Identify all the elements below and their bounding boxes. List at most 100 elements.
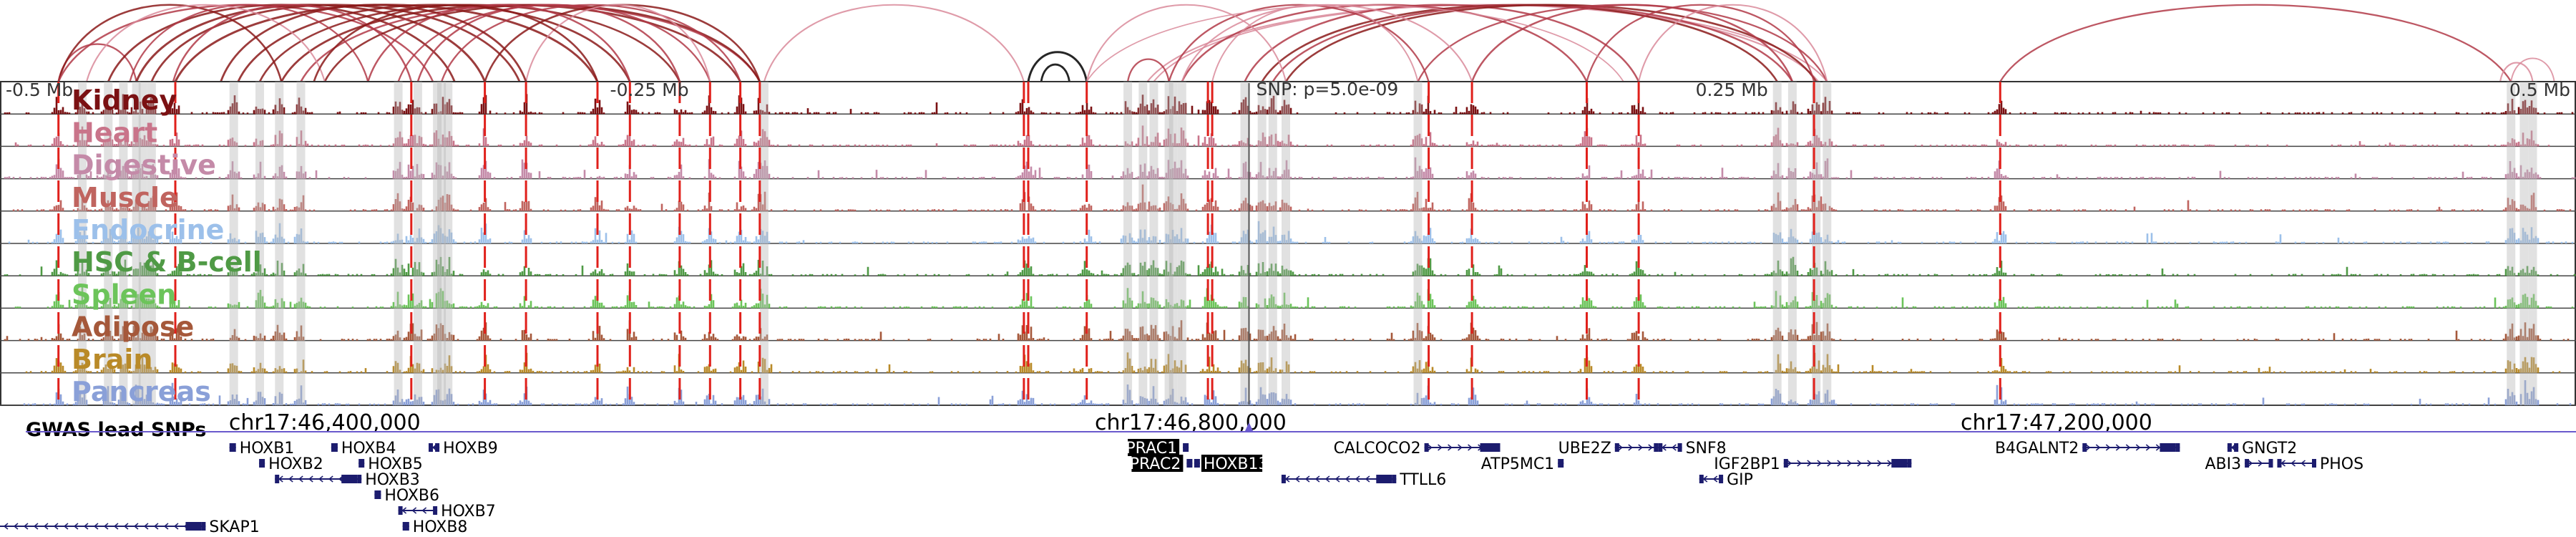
gray-band-30 xyxy=(1823,82,1832,405)
tissue-label-muscle: Muscle xyxy=(72,182,178,213)
exon-block xyxy=(1424,443,1429,452)
exon-block xyxy=(1195,459,1200,468)
exon-block xyxy=(1783,459,1788,468)
gene-skap1: SKAP1 xyxy=(0,518,260,536)
gray-band-16 xyxy=(1123,82,1133,405)
gray-band-23 xyxy=(1257,82,1267,405)
exon-block xyxy=(275,475,280,483)
gene-igf2bp1: IGF2BP1 xyxy=(1714,455,1912,473)
gene-label: GNGT2 xyxy=(2242,440,2297,458)
gray-band-24 xyxy=(1268,82,1277,405)
loop-arc-28 xyxy=(1126,58,1170,82)
gene-label: HOXB4 xyxy=(341,440,396,458)
gene-hoxb6: HOXB6 xyxy=(374,487,439,505)
gene-label: ATP5MC1 xyxy=(1481,455,1554,473)
loop-arc-29 xyxy=(1168,4,1430,82)
distance-label-0: -0.5 Mb xyxy=(6,79,73,100)
exon-block xyxy=(435,443,440,452)
gene-label-highlight xyxy=(1201,455,1263,472)
exon-block xyxy=(1559,459,1564,468)
signal-peaks xyxy=(4,94,2574,115)
exon-block xyxy=(1496,443,1501,452)
gray-band-1 xyxy=(104,82,113,405)
exon-block xyxy=(1677,443,1682,452)
gene-label: HOXB7 xyxy=(441,503,496,521)
gene-b4galnt2: B4GALNT2 xyxy=(1995,440,2180,458)
signal-peaks xyxy=(14,125,2550,147)
gene-label: HOXB3 xyxy=(365,471,420,489)
gene-hoxb3: HOXB3 xyxy=(275,471,420,489)
gene-prac1: PRAC1 xyxy=(1126,439,1189,458)
exon-block xyxy=(231,443,236,452)
loop-arc-37 xyxy=(1586,4,1815,82)
gray-band-3 xyxy=(132,82,141,405)
exon-block xyxy=(185,522,202,531)
exon-block xyxy=(1376,475,1392,483)
gray-band-22 xyxy=(1240,82,1249,405)
gene-label-highlight xyxy=(1131,455,1184,472)
gene-label: HOXB1 xyxy=(240,440,295,458)
loop-arc-17 xyxy=(129,4,369,82)
gene-atp5mc1: ATP5MC1 xyxy=(1481,455,1564,473)
exon-block xyxy=(1480,443,1496,452)
loop-arc-40 xyxy=(1085,4,1287,82)
exon-block xyxy=(1392,475,1397,483)
exon-block xyxy=(429,443,433,452)
exon-block xyxy=(2277,459,2282,468)
exon-block xyxy=(2312,459,2316,468)
snp-label: SNP: p=5.0e-09 xyxy=(1257,79,1399,100)
loop-arc-42 xyxy=(1181,4,1473,82)
gene-label: SKAP1 xyxy=(209,518,259,536)
track-kidney xyxy=(0,94,2576,115)
loop-arc-38 xyxy=(1638,4,1828,82)
loop-arc-21 xyxy=(367,4,631,82)
loop-arc-19 xyxy=(85,4,326,82)
exon-block xyxy=(1719,475,1724,483)
gene-label: TTLL6 xyxy=(1399,471,1446,489)
strand-arrows xyxy=(1428,444,1493,451)
gray-band-19 xyxy=(1164,82,1174,405)
gene-hoxb4: HOXB4 xyxy=(331,440,396,458)
gene-label: GIP xyxy=(1727,471,1753,489)
gray-band-9 xyxy=(296,82,306,405)
gene-snf8: SNF8 xyxy=(1658,440,1727,458)
distance-label-3: 0.5 Mb xyxy=(2509,79,2570,100)
track-muscle xyxy=(0,184,2576,212)
exon-block xyxy=(404,522,409,531)
gray-band-17 xyxy=(1138,82,1148,405)
strand-arrows xyxy=(2248,460,2263,467)
gene-gip: GIP xyxy=(1699,471,1753,489)
exon-block xyxy=(1184,443,1189,452)
gene-hoxb2: HOXB2 xyxy=(259,455,323,473)
loop-arc-36 xyxy=(1470,4,1794,82)
loop-arc-31 xyxy=(1244,4,1640,82)
gray-band-21 xyxy=(1177,82,1186,405)
exon-block xyxy=(2082,443,2087,452)
signal-peaks xyxy=(14,284,2574,309)
gray-band-5 xyxy=(147,82,156,405)
signal-peaks xyxy=(25,352,2561,373)
gene-calcoco2: CALCOCO2 xyxy=(1334,440,1501,458)
loop-arc-30 xyxy=(1181,4,1588,82)
gene-prac2: PRAC2 xyxy=(1130,455,1193,473)
loop-arc-20 xyxy=(220,4,527,82)
gray-band-10 xyxy=(394,82,403,405)
exon-block xyxy=(1654,443,1659,452)
strand-arrows xyxy=(3,523,199,530)
chromatin-loop-arcs xyxy=(57,4,2555,82)
gray-band-11 xyxy=(413,82,422,405)
gene-label: PRAC1 xyxy=(1126,440,1177,458)
exon-block xyxy=(357,475,362,483)
gene-label-highlight xyxy=(1128,439,1180,456)
gray-band-33 xyxy=(2528,82,2537,405)
gene-hoxb5: HOXB5 xyxy=(358,455,423,473)
loop-arc-44 xyxy=(2499,62,2534,82)
gene-label: IGF2BP1 xyxy=(1714,455,1780,473)
gray-band-2 xyxy=(119,82,128,405)
gene-label: HOXB5 xyxy=(368,455,423,473)
gray-band-31 xyxy=(2507,82,2516,405)
gene-gngt2: GNGT2 xyxy=(2227,440,2297,458)
highlight-bands xyxy=(78,82,2537,405)
gray-band-28 xyxy=(1787,82,1797,405)
